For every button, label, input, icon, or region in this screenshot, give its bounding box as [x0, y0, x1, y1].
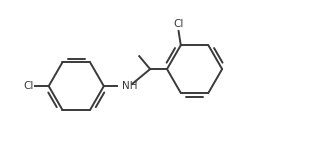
Text: Cl: Cl [173, 19, 184, 29]
Text: NH: NH [122, 81, 138, 91]
Text: Cl: Cl [24, 81, 34, 91]
